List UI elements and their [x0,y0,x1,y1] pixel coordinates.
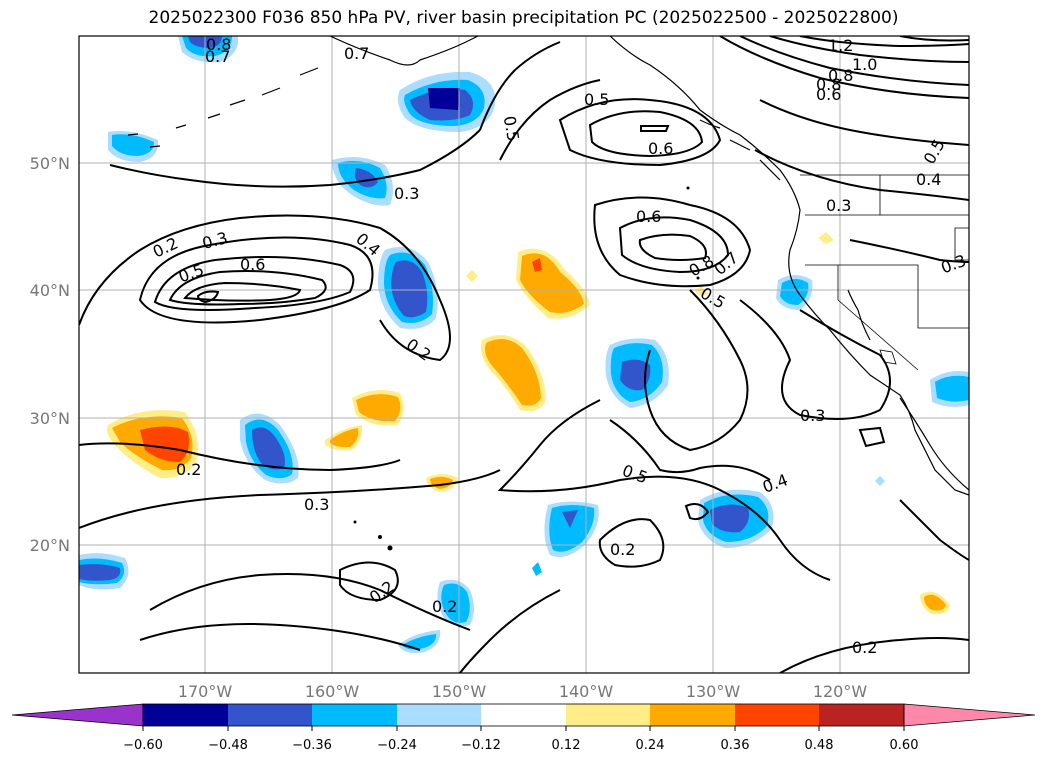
negative-anomaly-blob [875,476,885,486]
colorbar-segment [650,704,735,726]
colorbar-extend-min [11,703,144,727]
colorbar-tick-label: 0.36 [721,738,750,753]
latitude-labels: 50°N 40°N 30°N 20°N [30,154,70,555]
colorbar-tick-label: −0.60 [123,738,163,753]
contour-label: 0.5 [500,114,523,142]
lat-label-30n: 30°N [30,409,70,428]
contour-label: 0.3 [826,196,851,215]
contour-label: 0.8 [206,35,231,54]
contour-label: 0.6 [648,139,673,158]
contour-label: 0.3 [394,184,419,203]
colorbar-segment [566,704,650,726]
colorbar-tick-label: 0.60 [890,738,919,753]
lat-label-40n: 40°N [30,281,70,300]
map-title: 2025022300 F036 850 hPa PV, river basin … [148,8,899,28]
positive-anomaly-blob [818,232,834,244]
contour-label: 0.2 [432,597,457,616]
lon-label-170w: 170°W [178,682,233,701]
negative-anomaly-blob [240,413,299,484]
positive-anomaly-blob [694,286,708,296]
contour-label: 0.2 [176,460,201,479]
colorbar-segment [228,704,312,726]
contour-label: 0.3 [304,495,329,514]
coastlines [127,36,969,496]
negative-anomaly-blob [698,489,774,548]
contour-label: 0.7 [344,44,369,63]
contour-label: 0.8 [816,75,841,94]
contour-label: 1.0 [852,55,877,74]
negative-anomaly-blob [605,338,669,408]
negative-anomaly-blob [437,579,474,627]
contour-label: 1.2 [828,36,853,55]
colorbar-tick-label: −0.48 [208,738,248,753]
negative-anomaly-blob [178,36,239,63]
negative-anomaly-blob [544,501,599,558]
colorbar-segment [312,704,397,726]
contour-label: 0.6 [816,85,841,104]
lon-label-150w: 150°W [432,682,487,701]
colorbar-tick-label: −0.24 [377,738,417,753]
lon-label-160w: 160°W [305,682,360,701]
negative-anomaly-blob [79,553,129,590]
lon-label-120w: 120°W [813,682,868,701]
lon-label-130w: 130°W [686,682,741,701]
contour-label: 0.4 [916,170,941,189]
colorbar-extend-max [903,703,1036,727]
positive-anomaly-blob [466,270,478,282]
positive-anomaly-blob [106,410,199,479]
colorbar-tick-label: 0.24 [636,738,665,753]
plot-frame [78,35,970,674]
longitude-labels: 170°W 160°W 150°W 140°W 130°W 120°W [178,682,868,701]
state-borders [800,174,969,371]
negative-anomaly-blob [108,131,159,162]
colorbar: −0.60 −0.48 −0.36 −0.24 −0.12 0.12 0.24 … [11,703,1036,753]
contour-label: 0.6 [240,255,265,274]
islands [353,186,700,551]
contour-label: 0.6 [636,207,661,226]
contour-label: 0.5 [584,90,609,109]
negative-anomaly-blob [532,562,542,576]
colorbar-segment [819,704,904,726]
colorbar-frame [142,703,905,727]
positive-anomaly-blob [481,335,546,412]
colorbar-tick-label: 0.12 [552,738,581,753]
colorbar-segment [143,704,228,726]
contour-label: 0.2 [610,540,635,559]
lat-label-20n: 20°N [30,536,70,555]
colorbar-segment [481,704,566,726]
colorbar-ticks [142,726,905,731]
lon-label-140w: 140°W [559,682,614,701]
negative-anomaly-blob [397,71,496,132]
positive-anomaly-blob [920,591,950,615]
pv-contours [79,36,969,673]
positive-anomaly-blob [426,474,458,492]
contour-label: 0.3 [800,406,825,425]
colorbar-tick-label: 0.48 [805,738,834,753]
contour-label: 0.7 [205,47,230,66]
lat-label-50n: 50°N [30,154,70,173]
positive-anomaly-blob [516,248,590,319]
precip-shading [79,36,969,654]
contour-label: 0.2 [852,638,877,657]
negative-anomaly-blob [776,275,813,310]
colorbar-segment [397,704,481,726]
colorbar-segment [735,704,819,726]
positive-anomaly-blob [352,389,404,426]
negative-anomaly-blob [930,371,969,407]
colorbar-tick-label: −0.36 [292,738,332,753]
positive-anomaly-blob [325,425,363,451]
colorbar-tick-label: −0.12 [461,738,501,753]
contour-label: 0.8 [828,66,853,85]
